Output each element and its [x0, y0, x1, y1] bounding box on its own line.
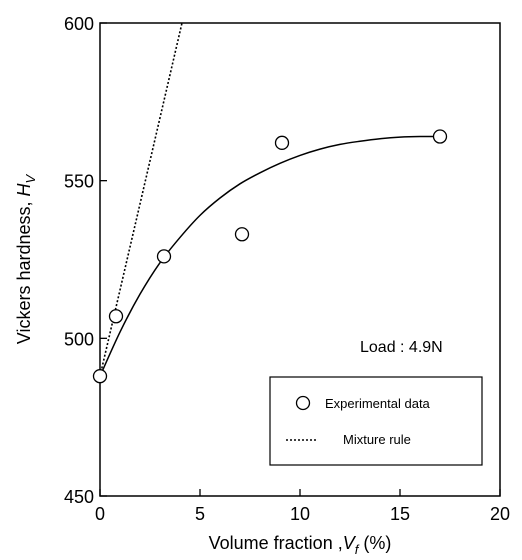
y-tick-label: 450: [64, 487, 94, 507]
x-tick-label: 10: [290, 504, 310, 524]
legend-circle-marker: [295, 395, 311, 411]
y-axis-label-main: Vickers hardness,: [14, 196, 34, 344]
data-points: [92, 129, 448, 384]
load-annotation: Load : 4.9N: [360, 339, 443, 356]
data-point: [234, 227, 250, 242]
legend-label-mixture: Mixture rule: [343, 432, 411, 447]
x-tick-label: 0: [95, 504, 105, 524]
y-axis-label: Vickers hardness, HV: [14, 173, 38, 344]
legend-box: [269, 376, 483, 466]
axis-tick-labels: 0 5 10 15 20 450 500 550 600: [64, 14, 510, 524]
y-tick-label: 550: [64, 172, 94, 192]
y-axis-label-subscript: V: [23, 173, 38, 183]
x-tick-label: 15: [390, 504, 410, 524]
plot-curves: [99, 22, 441, 377]
x-axis-label-subscript: f: [355, 542, 360, 557]
data-point: [108, 309, 124, 324]
mixture-rule-line: [99, 22, 183, 377]
legend: Experimental data Mixture rule: [269, 376, 483, 466]
axis-ticks: [99, 22, 501, 497]
y-tick-label: 600: [64, 14, 94, 34]
data-point: [432, 129, 448, 144]
x-tick-label: 5: [195, 504, 205, 524]
y-axis-label-symbol: H: [14, 182, 34, 196]
data-point: [92, 369, 108, 384]
x-tick-label: 20: [490, 504, 510, 524]
legend-label-experimental: Experimental data: [325, 396, 431, 411]
y-tick-label: 500: [64, 329, 94, 349]
x-axis-label-symbol: V: [343, 533, 357, 553]
fit-curve: [99, 135, 441, 377]
x-axis-label-main: Volume fraction ,: [209, 533, 343, 553]
x-axis-label-unit: (%): [358, 533, 391, 553]
x-axis-label: Volume fraction ,Vf (%): [209, 533, 392, 557]
data-point: [156, 249, 172, 264]
data-point: [274, 135, 290, 150]
